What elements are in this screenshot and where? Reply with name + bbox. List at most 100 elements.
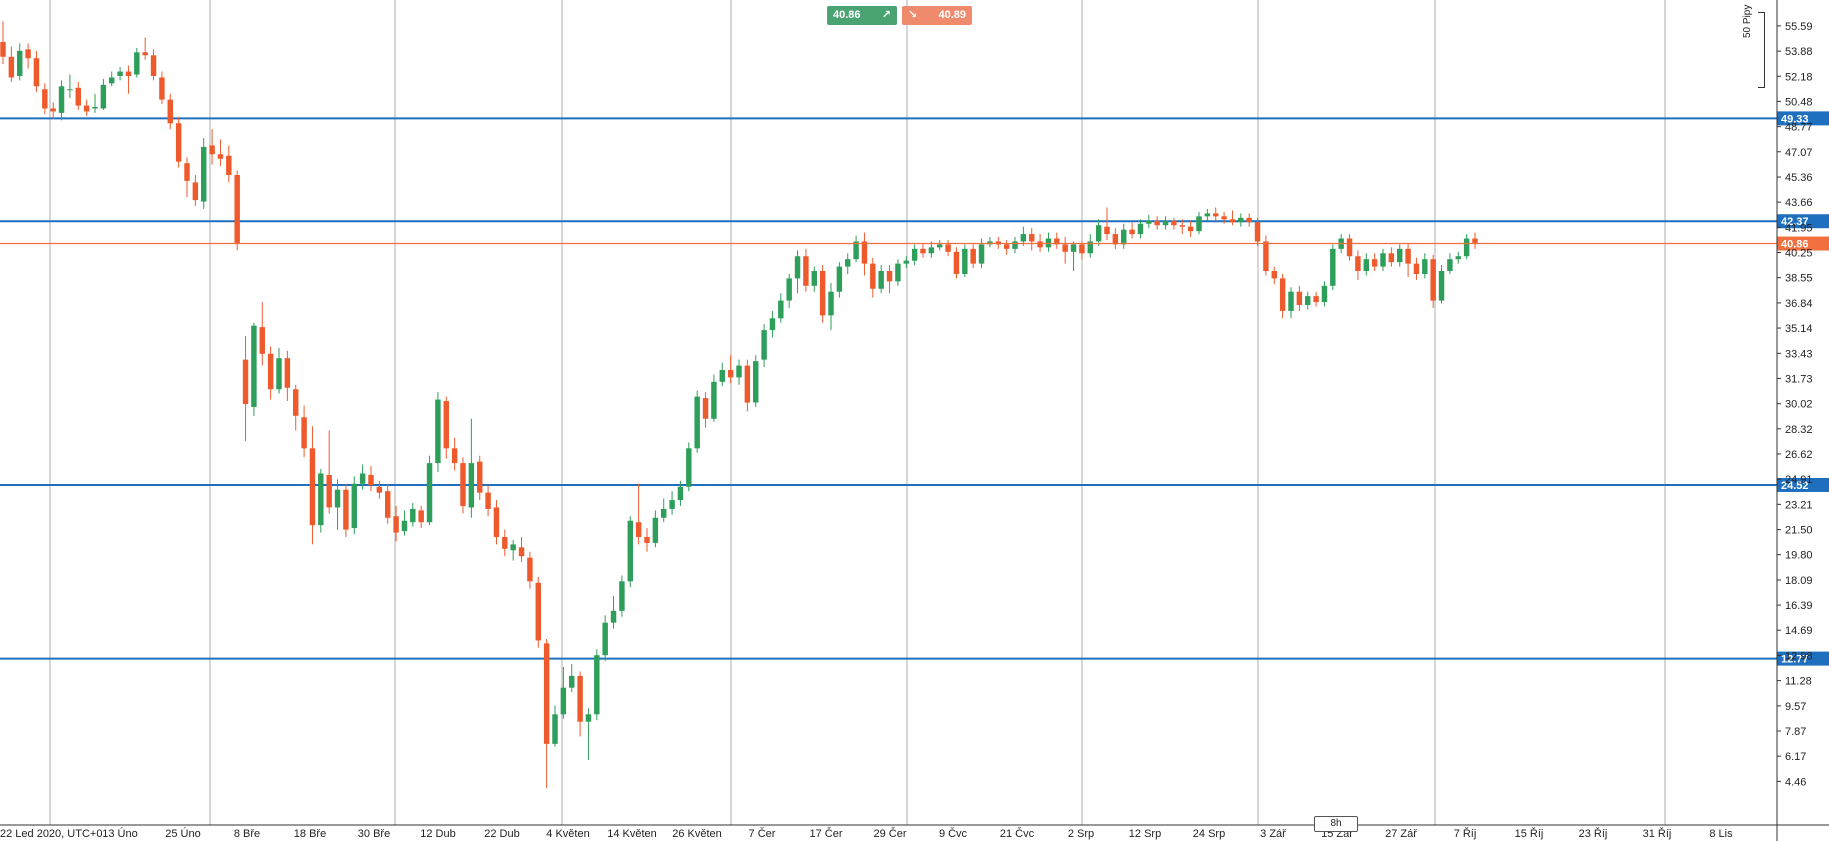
time-tick-label: 26 Květen: [672, 828, 722, 840]
bullish-candle: [627, 516, 633, 588]
candle-body: [1229, 219, 1236, 223]
bullish-candle: [560, 667, 567, 719]
candle-body: [426, 463, 433, 523]
candle-body: [343, 489, 349, 530]
candle-body: [234, 174, 240, 243]
time-axis[interactable]: 22 Led 2020, UTC+0 13 Úno 25 Úno 8 Bře 18 Bř…: [0, 824, 1829, 840]
bullish-candle: [610, 596, 617, 629]
bullish-candle: [401, 510, 408, 536]
time-tick-label: 25 Úno: [165, 827, 200, 840]
bearish-candle: [293, 384, 299, 431]
candle-body: [8, 56, 15, 78]
bearish-candle: [1029, 228, 1035, 251]
candle-body: [1371, 259, 1378, 267]
candle-body: [702, 398, 709, 419]
candle-body: [1095, 225, 1102, 242]
bullish-candle: [1204, 208, 1211, 221]
candle-body: [326, 474, 332, 508]
candle-body: [1397, 248, 1403, 263]
candle-body: [42, 89, 48, 109]
bearish-candle: [0, 21, 6, 65]
price-tick-label: 11.28: [1785, 676, 1812, 688]
candle-body: [209, 145, 215, 155]
bullish-candle: [602, 615, 608, 662]
bullish-candle: [686, 442, 692, 492]
candle-body: [627, 520, 633, 582]
bearish-candle: [309, 426, 316, 545]
horizontal-levels[interactable]: 49.33 42.37 24.52 12.77: [0, 111, 1829, 666]
candle-body: [585, 714, 592, 722]
current-price-line: 40.86: [0, 236, 1829, 251]
bearish-candle: [75, 81, 81, 110]
bullish-candle: [134, 47, 140, 78]
bullish-candle: [669, 491, 675, 515]
candle-body: [393, 516, 399, 533]
bullish-candle: [1438, 265, 1445, 304]
candle-body: [727, 370, 734, 378]
bearish-candle: [242, 336, 249, 441]
candle-body: [1296, 291, 1303, 305]
candle-body: [1313, 296, 1319, 303]
price-axis[interactable]: 55.59 53.88 52.18 50.48 48.77 47.07 45.36 43.66…: [1776, 0, 1813, 841]
bearish-candle: [1054, 232, 1060, 249]
bearish-candle: [159, 71, 165, 105]
candle-body: [937, 244, 943, 248]
candle-body: [870, 263, 876, 289]
candle-body: [1204, 213, 1211, 217]
candle-body: [1070, 244, 1077, 252]
candle-body: [577, 675, 583, 722]
sell-price: 40.89: [938, 9, 966, 21]
candle-body: [845, 259, 851, 267]
bullish-candle: [1455, 251, 1461, 264]
price-tick-label: 7.87: [1785, 726, 1806, 738]
candle-body: [602, 622, 608, 656]
bullish-candle: [1012, 237, 1018, 254]
candle-body: [50, 108, 56, 112]
bullish-candle: [426, 455, 433, 526]
candle-body: [1137, 223, 1144, 235]
candle-body: [1029, 234, 1035, 242]
bearish-candle: [1346, 234, 1353, 261]
bullish-candle: [276, 347, 282, 394]
candle-body: [836, 266, 843, 292]
timeframe-badge[interactable]: 8h: [1314, 816, 1358, 832]
bearish-candle: [635, 483, 642, 545]
bearish-candle: [861, 232, 868, 276]
bullish-candle: [694, 390, 700, 453]
candle-body: [543, 643, 550, 744]
bullish-candle: [845, 253, 851, 274]
candle-body: [276, 358, 282, 390]
price-tick-label: 50.48: [1785, 96, 1813, 108]
candle-body: [610, 610, 617, 623]
bullish-candle: [1070, 241, 1077, 272]
candle-body: [778, 300, 784, 319]
bearish-candle: [1213, 207, 1219, 221]
buy-button[interactable]: 40.86 ↗: [827, 6, 897, 25]
candle-body: [803, 256, 809, 286]
candle-body: [1196, 216, 1202, 232]
bearish-candle: [744, 359, 751, 412]
price-tick-label: 47.07: [1785, 147, 1813, 159]
bearish-candle: [167, 93, 173, 130]
bullish-candle: [903, 256, 909, 269]
time-tick-label: 18 Bře: [294, 828, 326, 840]
price-tick-label: 28.32: [1785, 424, 1813, 436]
bullish-candle: [1321, 281, 1328, 307]
candle-body: [477, 461, 483, 493]
candle-body: [786, 278, 792, 301]
sell-button[interactable]: ↘ 40.89: [902, 6, 972, 25]
candle-body: [259, 327, 265, 354]
candle-body: [669, 500, 675, 509]
candle-body: [159, 77, 165, 100]
time-tick-label: 21 Čvc: [1000, 827, 1035, 840]
candle-body: [167, 99, 173, 124]
bullish-candle: [962, 244, 968, 277]
time-tick-label: 14 Květen: [607, 828, 657, 840]
bullish-candle: [1146, 214, 1152, 229]
time-tick-label: 12 Srp: [1129, 828, 1161, 840]
bearish-candle: [1112, 228, 1119, 249]
bearish-candle: [953, 247, 960, 279]
candle-body: [1355, 256, 1361, 272]
